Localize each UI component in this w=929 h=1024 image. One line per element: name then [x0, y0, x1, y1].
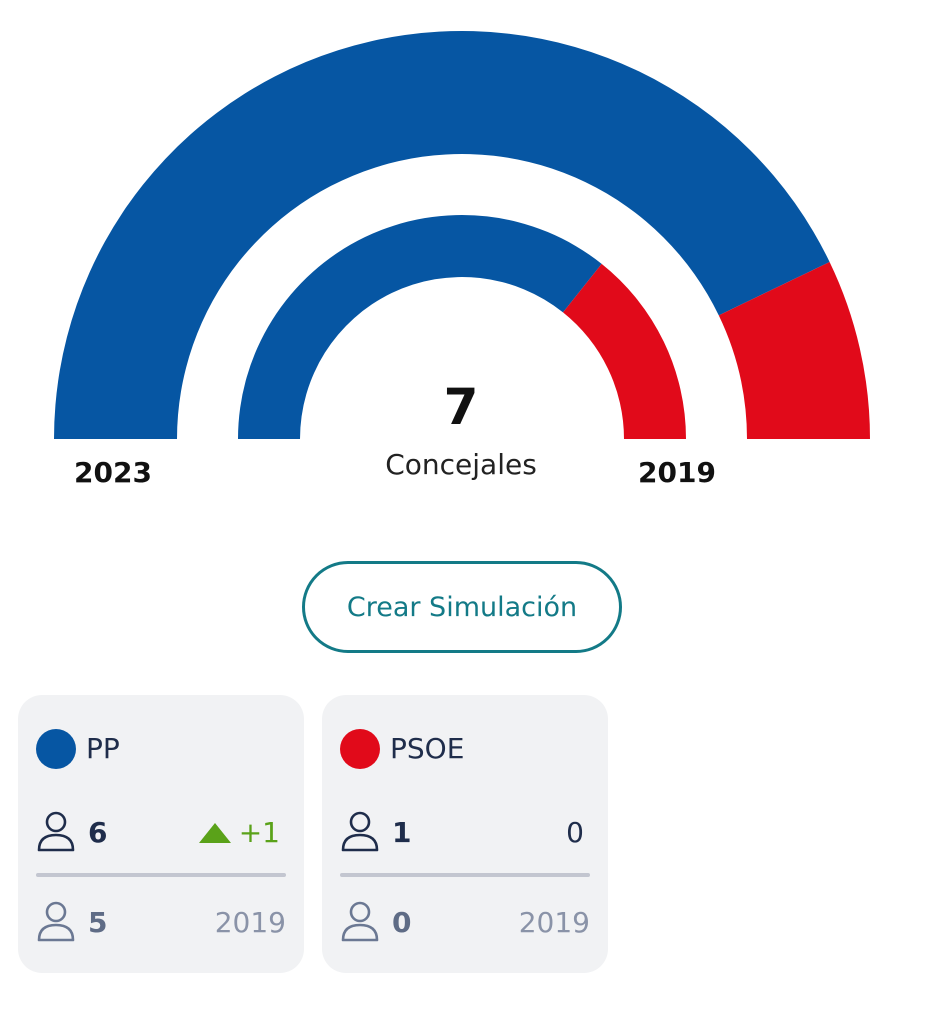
previous-year: 2019	[518, 906, 590, 939]
hemicycle-chart	[54, 31, 870, 440]
create-simulation-button[interactable]: Crear Simulación	[302, 561, 622, 653]
slice-2019-pp	[238, 214, 602, 439]
party-color-dot	[340, 729, 380, 769]
party-card-psoe[interactable]: PSOE 1 0 0 2019	[322, 695, 608, 973]
party-name: PSOE	[390, 732, 465, 765]
party-card-pp[interactable]: PP 6 +1 5 2019	[18, 695, 304, 973]
slice-2023-psoe	[718, 261, 870, 439]
slice-2023-pp	[54, 31, 830, 440]
previous-year: 2019	[214, 906, 286, 939]
total-seats-value: 7	[443, 378, 479, 436]
ring-2019	[238, 214, 686, 439]
person-icon	[341, 811, 379, 852]
card-divider	[36, 873, 286, 877]
seat-change: +1	[198, 815, 280, 851]
seats-current: 1	[392, 816, 412, 849]
seat-change-value: 0	[566, 816, 584, 849]
seats-previous: 0	[392, 906, 412, 939]
outer-ring-year-label: 2023	[74, 456, 152, 489]
slice-2019-psoe	[563, 263, 686, 439]
inner-ring-year-label: 2019	[638, 456, 716, 489]
party-color-dot	[36, 729, 76, 769]
seat-change-value: +1	[238, 816, 280, 849]
card-divider	[340, 873, 590, 877]
party-name: PP	[86, 732, 120, 765]
person-icon	[37, 901, 75, 942]
total-seats-label: Concejales	[385, 448, 537, 481]
person-icon	[341, 901, 379, 942]
ring-2023	[54, 31, 870, 440]
seats-current: 6	[88, 816, 108, 849]
seats-previous: 5	[88, 906, 108, 939]
arrow-up-icon	[198, 823, 231, 843]
person-icon	[37, 811, 75, 852]
seat-change: 0	[566, 815, 584, 851]
